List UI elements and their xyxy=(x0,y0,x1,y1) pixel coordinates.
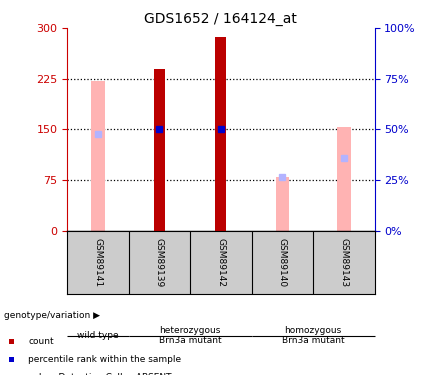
Text: GSM89139: GSM89139 xyxy=(155,238,164,287)
Text: wild type: wild type xyxy=(77,331,119,340)
Text: GSM89143: GSM89143 xyxy=(339,238,348,287)
Text: GSM89142: GSM89142 xyxy=(216,238,225,287)
Bar xyxy=(215,37,226,231)
Text: GSM89140: GSM89140 xyxy=(278,238,287,287)
Bar xyxy=(154,69,165,231)
Bar xyxy=(91,81,105,231)
Text: count: count xyxy=(28,337,54,346)
Text: value, Detection Call = ABSENT: value, Detection Call = ABSENT xyxy=(28,373,171,375)
Text: genotype/variation ▶: genotype/variation ▶ xyxy=(4,310,100,320)
Text: heterozygous
Brn3a mutant: heterozygous Brn3a mutant xyxy=(159,326,221,345)
Bar xyxy=(275,177,289,231)
Text: GSM89141: GSM89141 xyxy=(94,238,102,287)
Title: GDS1652 / 164124_at: GDS1652 / 164124_at xyxy=(144,12,297,26)
Text: percentile rank within the sample: percentile rank within the sample xyxy=(28,355,181,364)
Bar xyxy=(337,128,351,231)
Text: homozygous
Brn3a mutant: homozygous Brn3a mutant xyxy=(282,326,344,345)
